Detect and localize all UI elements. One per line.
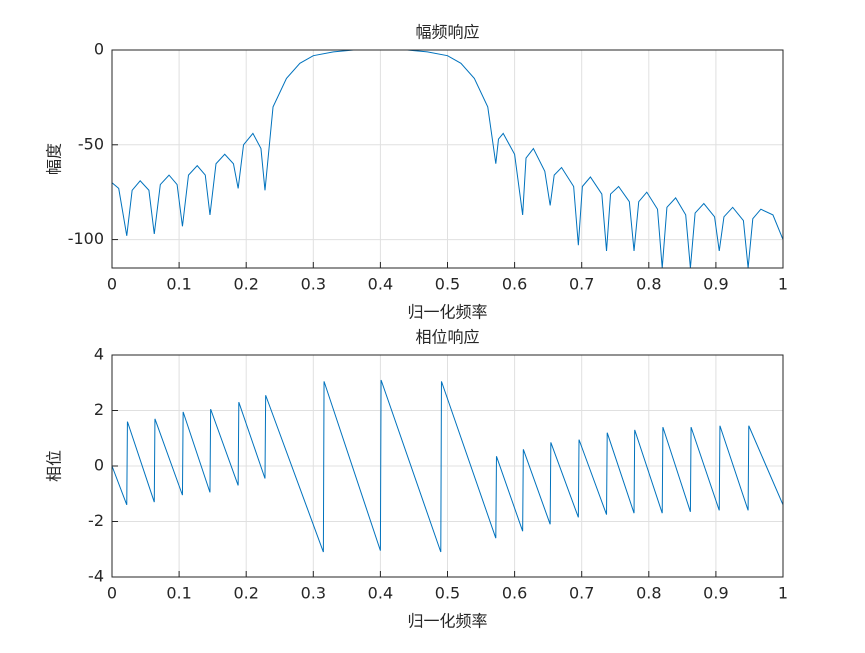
x-tick-label: 0.8 — [636, 584, 661, 603]
y-axis-label: 幅度 — [45, 143, 64, 175]
x-tick-label: 0.9 — [703, 584, 728, 603]
x-tick-label: 0.9 — [703, 275, 728, 294]
y-tick-label: -100 — [68, 229, 104, 248]
x-tick-label: 0 — [107, 275, 117, 294]
x-tick-label: 0.7 — [569, 584, 594, 603]
y-tick-label: 0 — [94, 456, 104, 475]
x-tick-label: 0.1 — [166, 584, 191, 603]
y-tick-label: 0 — [94, 40, 104, 59]
line — [111, 49, 784, 269]
y-tick-label: 4 — [94, 345, 104, 364]
x-tick-label: 0 — [107, 584, 117, 603]
x-tick-label: 0.5 — [435, 275, 460, 294]
y-tick-label: -2 — [88, 511, 104, 530]
y-tick-label: -50 — [78, 134, 104, 153]
x-tick-label: 0.2 — [233, 275, 258, 294]
x-tick-label: 0.2 — [233, 584, 258, 603]
x-tick-label: 1 — [778, 584, 788, 603]
axes-box — [111, 354, 784, 578]
x-tick-label: 0.4 — [368, 584, 393, 603]
chart-title: 相位响应 — [415, 328, 479, 347]
x-axis-label: 归一化频率 — [407, 612, 487, 631]
line — [111, 379, 784, 553]
x-tick-label: 0.1 — [166, 275, 191, 294]
x-tick-label: 0.7 — [569, 275, 594, 294]
x-axis-label: 归一化频率 — [407, 303, 487, 322]
x-tick-label: 0.5 — [435, 584, 460, 603]
y-axis-label: 相位 — [45, 450, 64, 482]
x-tick-label: 0.3 — [301, 584, 326, 603]
x-tick-label: 0.8 — [636, 275, 661, 294]
x-tick-label: 0.6 — [502, 584, 527, 603]
x-tick-label: 0.6 — [502, 275, 527, 294]
x-tick-label: 1 — [778, 275, 788, 294]
y-tick-label: -4 — [88, 567, 104, 586]
x-tick-label: 0.3 — [301, 275, 326, 294]
axes-box — [111, 49, 784, 269]
x-tick-label: 0.4 — [368, 275, 393, 294]
y-tick-label: 2 — [94, 400, 104, 419]
chart-title: 幅频响应 — [415, 23, 479, 42]
